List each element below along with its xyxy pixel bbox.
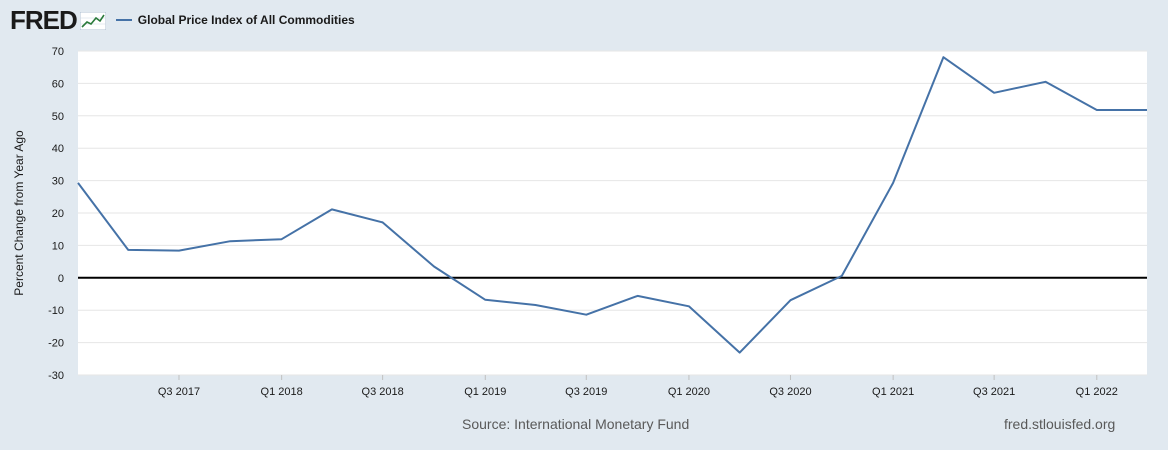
y-tick-label: -30 bbox=[48, 370, 64, 382]
x-tick-label: Q3 2019 bbox=[565, 386, 607, 398]
y-tick-label: 30 bbox=[52, 176, 64, 188]
y-tick-label: 20 bbox=[52, 208, 64, 220]
source-note: Source: International Monetary Fund bbox=[462, 416, 690, 432]
fred-logo[interactable]: FRED bbox=[10, 5, 78, 35]
x-tick-label: Q3 2020 bbox=[769, 386, 811, 398]
x-tick-label: Q1 2022 bbox=[1076, 386, 1118, 398]
fred-line-graph-icon bbox=[79, 12, 106, 30]
y-tick-label: 60 bbox=[52, 78, 64, 90]
y-tick-label: -20 bbox=[48, 338, 64, 350]
x-tick-label: Q1 2020 bbox=[668, 386, 710, 398]
legend-series-label: Global Price Index of All Commodities bbox=[137, 13, 355, 27]
fred-url-link[interactable]: fred.stlouisfed.org bbox=[1004, 416, 1116, 432]
y-axis-ticks: 70 60 50 40 30 20 10 0 -10 -20 -30 bbox=[48, 46, 64, 382]
y-axis-title: Percent Change from Year Ago bbox=[12, 130, 26, 296]
x-tick-label: Q3 2018 bbox=[362, 386, 404, 398]
x-tick-label: Q3 2017 bbox=[158, 386, 200, 398]
y-tick-label: 10 bbox=[52, 240, 64, 252]
x-tick-label: Q1 2019 bbox=[464, 386, 506, 398]
x-tick-label: Q3 2021 bbox=[973, 386, 1015, 398]
x-axis-ticks: Q3 2017 Q1 2018 Q3 2018 Q1 2019 Q3 2019 Q1 20… bbox=[158, 375, 1118, 398]
y-tick-label: 40 bbox=[52, 143, 64, 155]
y-tick-label: 0 bbox=[58, 273, 64, 285]
chart-legend: Global Price Index of All Commodities bbox=[115, 13, 355, 27]
series-group bbox=[77, 56, 1147, 354]
series-line[interactable] bbox=[77, 56, 1147, 354]
x-tick-label: Q1 2021 bbox=[872, 386, 914, 398]
x-tick-label: Q1 2018 bbox=[261, 386, 303, 398]
y-tick-label: -10 bbox=[48, 305, 64, 317]
chart-header: FRED Global Price Index of All Commoditi… bbox=[10, 6, 355, 34]
y-tick-label: 70 bbox=[52, 46, 64, 58]
legend-swatch bbox=[115, 19, 132, 21]
y-tick-label: 50 bbox=[52, 111, 64, 123]
